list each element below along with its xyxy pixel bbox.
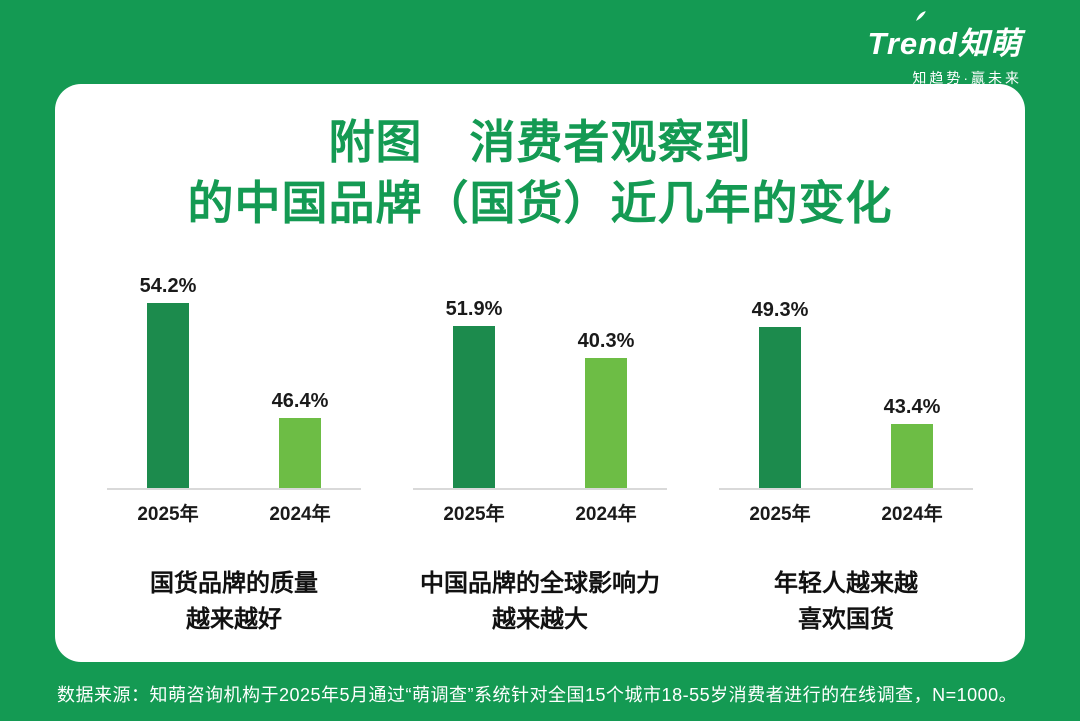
title-line-2: 的中国品牌（国货）近几年的变化 [187,176,893,229]
caption-line-2: 越来越大 [492,606,588,634]
bar-2025 [147,303,189,489]
caption-line-2: 越来越好 [186,606,282,634]
bar-pair: 54.2% 46.4% [107,273,361,489]
category-label-2025: 2025年 [749,504,811,526]
group-caption: 年轻人越来越 喜欢国货 [719,566,973,638]
bar-2024 [585,358,627,489]
bar-column-2025: 49.3% [752,299,808,489]
category-label-2024: 2024年 [269,504,331,526]
bar-value-label: 43.4% [883,396,941,419]
bar-column-2025: 54.2% [140,275,196,489]
bar-column-2024: 43.4% [884,396,940,489]
brand-logo: Trend知萌 知趋势·赢未来 [867,11,1022,88]
bar-2025 [453,326,495,489]
category-row: 2025年 2024年 [719,499,973,526]
title-line-1: 附图 消费者观察到 [328,116,752,168]
chart-group-youth: 49.3% 43.4% 2025年 2024年 年轻人越来越 喜欢国货 [719,273,973,638]
chart-group-quality: 54.2% 46.4% 2025年 2024年 国货品牌的质量 越来越好 [107,273,361,638]
group-caption: 国货品牌的质量 越来越好 [107,566,361,638]
chart-group-influence: 51.9% 40.3% 2025年 2024年 中国品牌的全球影响力 越来越大 [413,273,667,638]
bar-2024 [891,424,933,489]
brand-tagline: 知趋势·赢未来 [912,70,1022,86]
category-row: 2025年 2024年 [413,499,667,526]
bar-value-label: 51.9% [445,298,503,321]
brand-text: Trend知萌 [867,26,1022,61]
category-label-2024: 2024年 [575,504,637,526]
bar-chart: 54.2% 46.4% 2025年 2024年 国货品牌的质量 越来越好 [55,273,1025,638]
category-label-2025: 2025年 [137,504,199,526]
axis-baseline [719,488,973,491]
bar-value-label: 49.3% [751,299,809,322]
category-label-2025: 2025年 [443,504,505,526]
page-title: 附图 消费者观察到 的中国品牌（国货）近几年的变化 [55,112,1025,233]
caption-line-1: 国货品牌的质量 [150,570,318,598]
caption-line-2: 喜欢国货 [798,606,894,634]
bar-2024 [279,418,321,489]
axis-baseline [413,488,667,491]
leaf-icon [916,11,927,21]
caption-line-1: 中国品牌的全球影响力 [420,570,660,598]
bar-value-label: 54.2% [139,275,197,298]
bar-column-2024: 40.3% [578,330,634,489]
bar-pair: 49.3% 43.4% [719,273,973,489]
axis-baseline [107,488,361,491]
category-row: 2025年 2024年 [107,499,361,526]
group-caption: 中国品牌的全球影响力 越来越大 [413,566,667,638]
data-source-note: 数据来源：知萌咨询机构于2025年5月通过“萌调查”系统针对全国15个城市18-… [57,685,1018,705]
bar-2025 [759,327,801,489]
brand-name: Trend知萌 [867,11,1022,63]
bar-column-2024: 46.4% [272,390,328,489]
bar-value-label: 40.3% [577,330,635,353]
caption-line-1: 年轻人越来越 [774,570,918,598]
bar-pair: 51.9% 40.3% [413,273,667,489]
chart-card: 附图 消费者观察到 的中国品牌（国货）近几年的变化 54.2% 46.4% 20… [55,84,1025,662]
category-label-2024: 2024年 [881,504,943,526]
bar-column-2025: 51.9% [446,298,502,489]
bar-value-label: 46.4% [271,390,329,413]
